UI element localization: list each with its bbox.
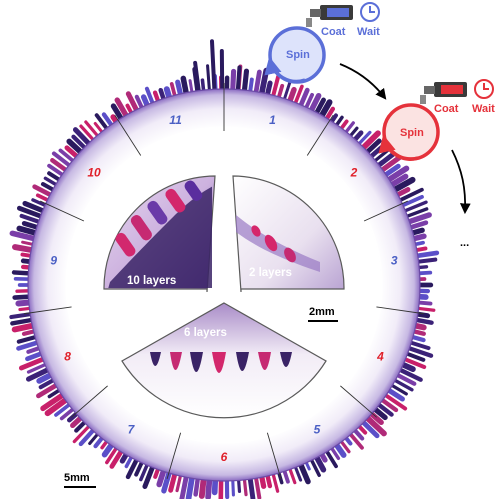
inset-2-label: 2 layers	[249, 267, 292, 279]
edge-finger	[390, 377, 414, 392]
main-scale-bar: 5mm	[64, 472, 96, 488]
sector-number-5: 5	[314, 423, 321, 437]
edge-finger	[72, 127, 94, 149]
sector-number-8: 8	[64, 349, 71, 363]
edge-finger	[26, 366, 53, 382]
process-step-2: Spin Coat Wait	[378, 79, 495, 161]
sector-divider	[376, 306, 425, 315]
sector-divider	[71, 385, 108, 418]
edge-finger	[359, 417, 380, 439]
edge-finger	[404, 345, 434, 358]
wait-label-1: Wait	[357, 26, 380, 38]
spin-label-1: Spin	[286, 49, 310, 61]
inset-6-layers: 6 layers	[121, 302, 327, 419]
edge-finger	[403, 212, 432, 226]
sector-divider	[114, 114, 142, 156]
main-scale-text: 5mm	[64, 472, 90, 484]
edge-finger	[193, 60, 201, 93]
inset-10-fingers	[115, 180, 203, 257]
process-step-1: Spin Coat Wait	[264, 2, 380, 84]
edge-finger	[412, 250, 440, 259]
edge-finger	[383, 165, 410, 184]
edge-finger	[253, 69, 262, 97]
edge-finger	[358, 130, 381, 153]
coated-disc	[27, 88, 421, 482]
edge-finger	[400, 200, 428, 214]
edge-finger	[179, 471, 190, 499]
sector-number-10: 10	[87, 165, 101, 179]
edge-finger	[10, 317, 37, 326]
edge-finger	[395, 187, 424, 204]
sector-divider	[23, 306, 72, 315]
edge-finger	[44, 395, 71, 417]
edge-finger	[270, 74, 281, 101]
inset-2-layers: 2 layers 2mm	[232, 175, 345, 322]
bottle-icon-2	[420, 82, 467, 104]
edge-finger	[377, 155, 402, 175]
bottle-icon-1	[306, 5, 353, 27]
sector-number-3: 3	[391, 254, 398, 268]
arrow-step-2-to-next	[451, 149, 471, 215]
edge-finger	[235, 65, 242, 92]
edge-finger	[209, 39, 217, 92]
coat-label-1: Coat	[321, 26, 346, 38]
edge-finger	[402, 207, 429, 219]
edge-finger	[395, 366, 423, 382]
sector-number-1: 1	[269, 113, 276, 127]
edge-finger	[381, 391, 408, 411]
spin-label-2: Spin	[400, 127, 424, 139]
edge-finger	[9, 311, 36, 320]
sector-divider	[306, 114, 334, 156]
sector-divider	[166, 432, 182, 479]
edge-finger	[16, 339, 42, 351]
sector-number-2: 2	[350, 165, 358, 179]
sector-number-4: 4	[376, 349, 384, 363]
sector-number-11: 11	[169, 113, 182, 127]
edge-finger	[247, 473, 256, 499]
edge-finger	[51, 151, 74, 169]
edge-finger	[72, 422, 93, 444]
coat-label-2: Coat	[434, 103, 459, 115]
edge-finger	[9, 230, 40, 243]
sector-numbers: 1 2 3 4 5 6 7 8 9 10 11	[50, 113, 397, 464]
edge-finger	[18, 355, 48, 371]
arrow-step-1-to-2	[339, 63, 387, 100]
inset-10-label: 10 layers	[127, 275, 176, 287]
sector-number-7: 7	[128, 423, 136, 437]
inset-6-label: 6 layers	[184, 327, 227, 339]
sector-divider	[363, 200, 408, 222]
inset-10-fluid-front	[105, 185, 212, 288]
sector-divider	[340, 385, 377, 418]
edge-finger	[206, 64, 212, 95]
sector-number-9: 9	[50, 254, 57, 268]
edge-finger	[398, 194, 424, 209]
sector-divider	[266, 432, 282, 479]
edge-finger	[258, 67, 270, 99]
inset-2-fluid-band	[236, 215, 320, 272]
clock-icon-2	[474, 79, 494, 99]
inset-6-drips	[150, 352, 292, 373]
inset-scale-text: 2mm	[309, 306, 335, 318]
sector-number-6: 6	[221, 450, 228, 464]
edge-finger	[16, 205, 46, 220]
edge-finger	[185, 472, 196, 499]
edge-finger	[253, 473, 262, 499]
sector-divider	[40, 200, 85, 222]
inset-10-layers: 10 layers	[103, 175, 216, 293]
sector-ticks	[23, 83, 425, 479]
wait-label-2: Wait	[472, 103, 495, 115]
edge-finger	[241, 68, 250, 96]
edge-finger	[22, 200, 48, 215]
edge-finger	[389, 176, 416, 194]
ellipsis: ...	[460, 237, 469, 249]
edge-finger	[36, 381, 61, 399]
edge-finger	[362, 413, 387, 437]
edge-finger	[400, 356, 427, 370]
clock-icon-1	[360, 2, 380, 22]
edge-finger	[142, 462, 156, 489]
edge-finger	[40, 391, 68, 412]
